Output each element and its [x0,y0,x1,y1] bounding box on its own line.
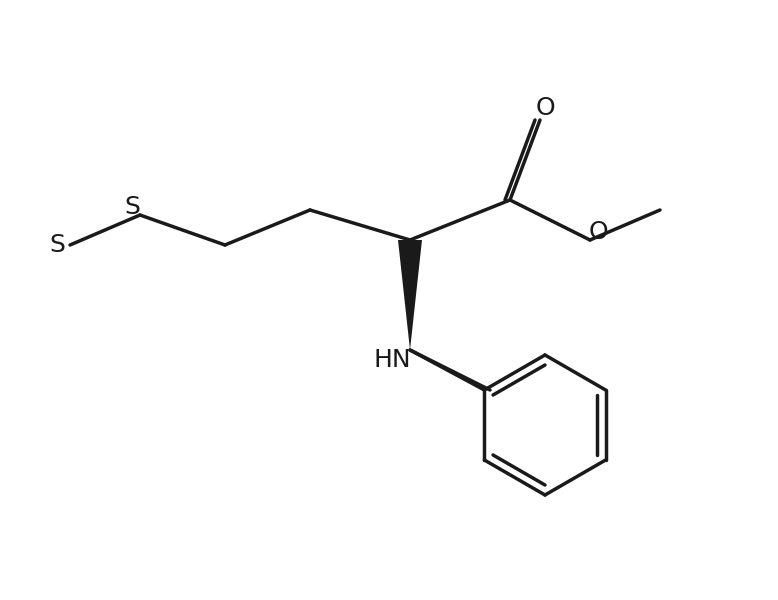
Text: O: O [588,220,608,244]
Text: S: S [49,233,65,257]
Text: HN: HN [373,348,411,372]
Text: O: O [535,96,555,120]
Polygon shape [398,240,422,350]
Text: S: S [124,195,140,219]
